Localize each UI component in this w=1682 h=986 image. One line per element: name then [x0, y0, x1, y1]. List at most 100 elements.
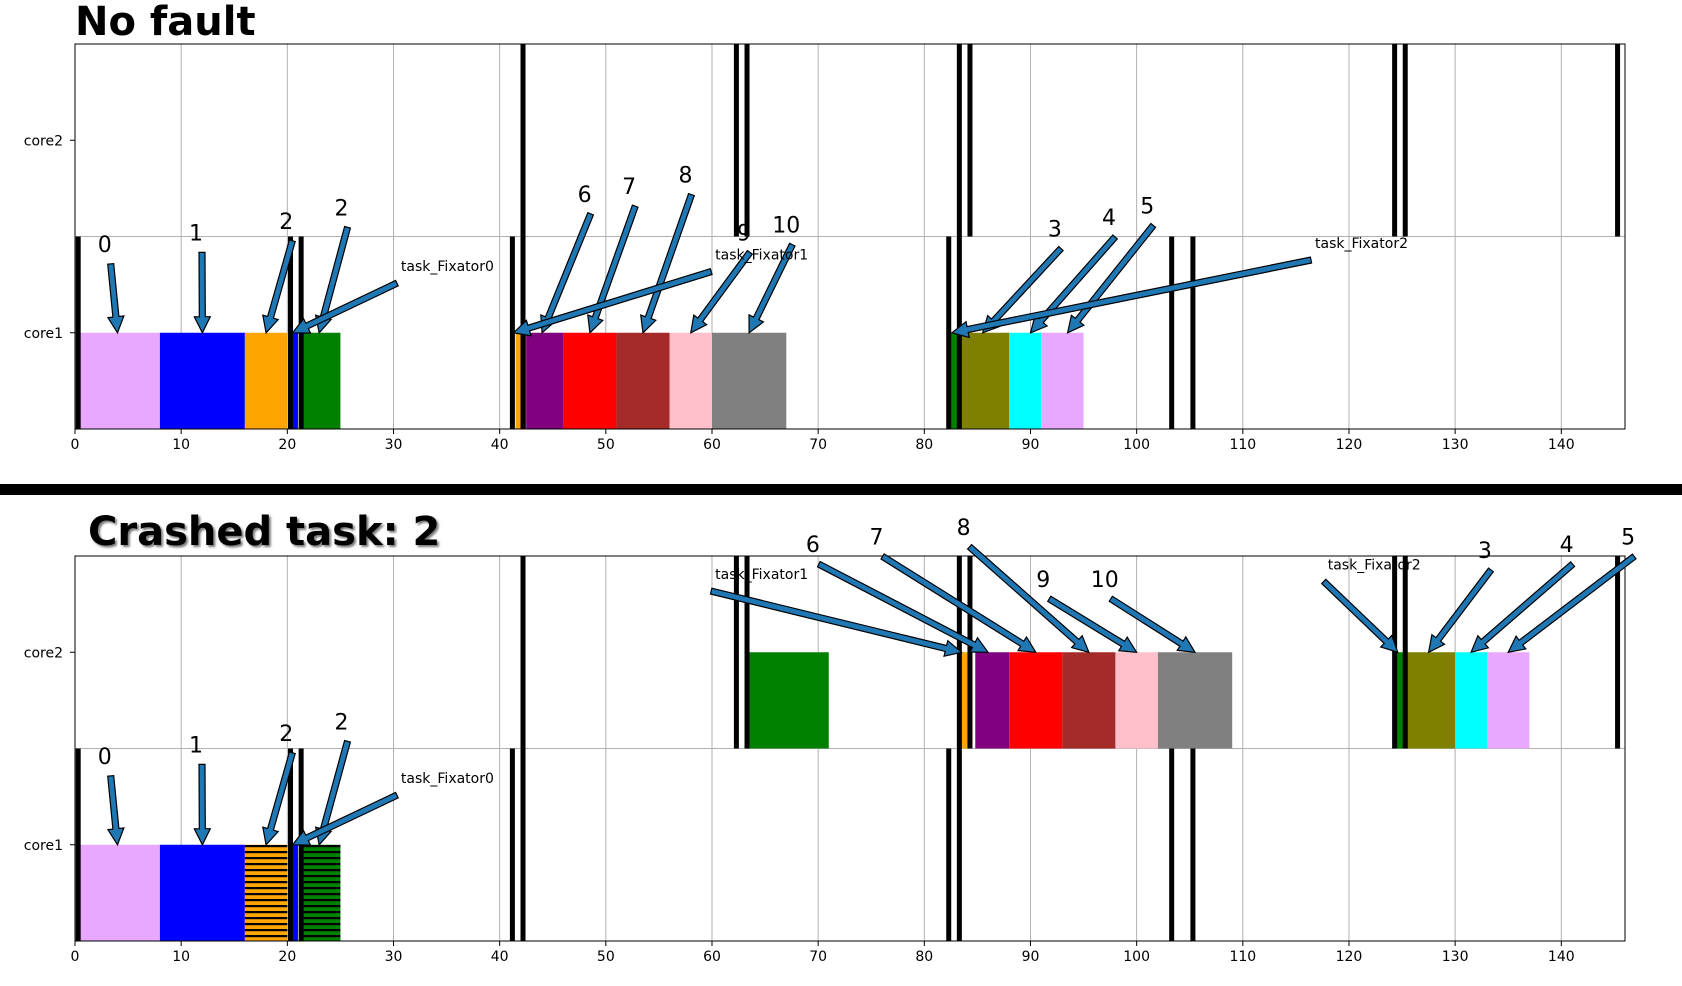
annotation-task-number: 5	[1140, 194, 1154, 219]
annotation-arrow	[1320, 578, 1399, 654]
annotation-fixator-label: task_Fixator1	[715, 248, 808, 264]
annotation-task-number: 10	[1091, 568, 1119, 593]
annotation-arrow	[1427, 567, 1495, 654]
task-bar	[1041, 332, 1084, 429]
task-bar	[1009, 652, 1063, 749]
annotation-task-number: 7	[870, 525, 884, 550]
annotation-task-number: 2	[334, 196, 348, 221]
scheduler-marker	[946, 236, 952, 429]
scheduler-marker	[1402, 556, 1408, 749]
x-tick-label: 30	[385, 949, 403, 965]
x-tick-label: 100	[1123, 437, 1150, 453]
annotation-arrow	[639, 192, 696, 335]
task-bar	[961, 652, 970, 749]
annotation-task-number: 5	[1621, 525, 1635, 550]
annotation-fixator-label: task_Fixator1	[715, 567, 808, 583]
x-tick-label: 80	[915, 437, 933, 453]
task-bar-hatch	[244, 844, 288, 941]
annotation-task-number: 2	[334, 710, 348, 735]
annotation-arrow	[1507, 553, 1637, 654]
annotation-arrow	[981, 245, 1064, 334]
task-bar	[711, 332, 787, 429]
annotation-arrow	[966, 543, 1090, 654]
task-bar	[1115, 652, 1158, 749]
annotation-task-number: 6	[806, 533, 820, 558]
task-bar	[244, 332, 288, 429]
x-tick-label: 120	[1336, 949, 1363, 965]
annotation-arrow	[193, 251, 212, 335]
x-tick-label: 100	[1123, 949, 1150, 965]
task-bar	[1009, 332, 1042, 429]
x-tick-label: 120	[1336, 437, 1363, 453]
x-tick-label: 90	[1022, 437, 1040, 453]
annotation-arrow	[816, 560, 990, 653]
annotation-task-number: 4	[1560, 533, 1574, 558]
x-tick-label: 140	[1548, 949, 1575, 965]
task-bar	[1157, 652, 1233, 749]
scheduler-marker	[509, 748, 515, 941]
x-tick-label: 10	[172, 949, 190, 965]
x-tick-label: 80	[915, 949, 933, 965]
task-bar	[515, 332, 521, 429]
x-tick-label: 50	[597, 437, 615, 453]
annotation-task-number: 1	[189, 221, 203, 246]
plot-frame	[74, 555, 1626, 942]
scheduler-marker	[1190, 748, 1196, 941]
x-tick-label: 40	[491, 949, 509, 965]
annotation-task-number: 6	[578, 183, 592, 208]
annotation-task-number: 2	[279, 210, 293, 235]
scheduler-marker	[744, 556, 750, 749]
scheduler-marker	[1402, 44, 1408, 237]
task-bar	[1486, 652, 1530, 749]
x-tick-label: 30	[385, 437, 403, 453]
scheduler-marker	[1615, 556, 1621, 749]
annotation-fixator-label: task_Fixator0	[401, 771, 494, 787]
annotation-arrow	[1470, 561, 1576, 654]
x-tick-label: 130	[1442, 437, 1469, 453]
x-tick-label: 20	[278, 437, 296, 453]
task-bar	[563, 332, 617, 429]
x-tick-label: 40	[491, 437, 509, 453]
scheduler-marker	[288, 236, 294, 429]
annotation-task-number: 0	[98, 745, 112, 770]
scheduler-marker	[288, 748, 294, 941]
scheduler-marker	[520, 44, 526, 237]
annotation-arrow	[1046, 595, 1138, 654]
x-tick-label: 60	[703, 437, 721, 453]
annotation-arrow	[540, 211, 595, 335]
task-bar	[749, 652, 829, 749]
scheduler-marker	[956, 44, 962, 237]
task-bar	[292, 332, 298, 429]
annotation-arrow	[512, 267, 713, 337]
scheduler-marker	[1392, 556, 1398, 749]
task-bar	[950, 332, 962, 429]
y-category-label: core1	[24, 326, 63, 342]
task-bar	[1455, 652, 1487, 749]
x-tick-label: 90	[1022, 949, 1040, 965]
annotation-task-number: 0	[98, 233, 112, 258]
annotation-arrow	[106, 774, 125, 847]
chart-title-crashed: Crashed task: 2	[88, 509, 441, 555]
annotation-arrow	[106, 262, 125, 335]
scheduler-marker	[520, 556, 526, 749]
task-bar	[159, 332, 245, 429]
x-tick-label: 70	[809, 949, 827, 965]
scheduler-marker	[1392, 44, 1398, 237]
annotation-arrow	[690, 249, 754, 334]
scheduler-marker	[956, 748, 962, 941]
annotation-arrow	[291, 279, 399, 334]
task-bar	[975, 652, 1010, 749]
scheduler-marker	[733, 556, 739, 749]
annotation-task-number: 1	[189, 733, 203, 758]
task-bar	[669, 332, 712, 429]
scheduler-marker	[509, 236, 515, 429]
annotation-fixator-label: task_Fixator2	[1328, 557, 1421, 573]
x-tick-label: 110	[1229, 437, 1256, 453]
scheduler-marker	[1169, 748, 1175, 941]
x-tick-label: 0	[71, 949, 80, 965]
x-tick-label: 130	[1442, 949, 1469, 965]
task-bar	[80, 844, 160, 941]
schedule-chart-no-fault: 0 10 20 30 40 50 60 70 80 90 100 110 120 130 140core1c…	[24, 43, 1626, 453]
x-tick-label: 0	[71, 437, 80, 453]
scheduler-marker	[946, 748, 952, 941]
